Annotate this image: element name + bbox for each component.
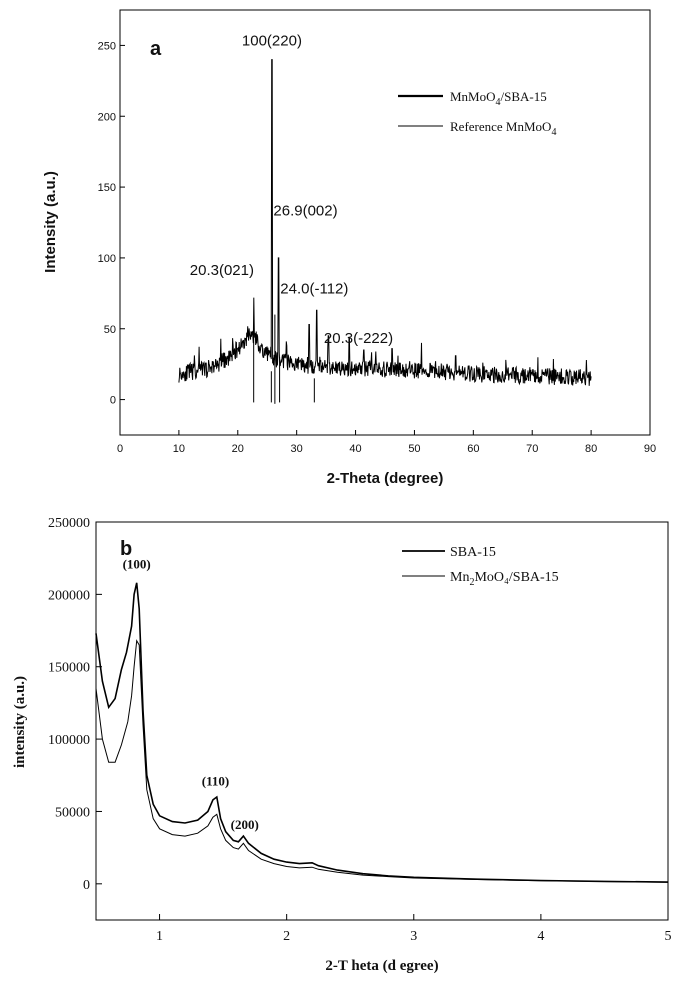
panel-b-x-tick-label: 1: [156, 929, 163, 944]
panel-b-x-tick-label: 4: [537, 929, 544, 944]
panel-a-y-tick-label: 0: [110, 395, 116, 407]
panel-b-chart: b 12345050000100000150000200000250000 (1…: [12, 516, 672, 974]
panel-a-peak-annotation: 100(220): [242, 32, 302, 49]
panel-b-x-tick-label: 3: [410, 929, 417, 944]
panel-b-y-tick-label: 0: [83, 878, 90, 893]
panel-b-peak-annotation: (200): [231, 817, 259, 832]
panel-a-y-tick-label: 250: [98, 40, 116, 52]
panel-b-peak-annotation: (100): [123, 556, 151, 571]
panel-a-peak-annotation: 20.3(021): [190, 262, 254, 279]
panel-a-x-tick-label: 90: [644, 443, 656, 455]
panel-b-y-tick-label: 200000: [48, 588, 90, 603]
panel-a-chart: a 0 10 20 30 40 50 60 70 80 90 0 50 100 150 200 250 100…: [42, 10, 656, 487]
panel-a-x-tick-label: 10: [173, 443, 185, 455]
panel-b-peak-annotation: (110): [202, 773, 229, 788]
panel-a-y-axis-title: Intensity (a.u.): [42, 171, 59, 273]
panel-a-x-tick-label: 30: [291, 443, 303, 455]
panel-a-y-tick-label: 100: [98, 253, 116, 265]
legend-label-b0: SBA-15: [450, 545, 496, 560]
panel-b-x-axis-title: 2-T heta (d egree): [325, 958, 438, 974]
panel-b-x-tick-label: 2: [283, 929, 290, 944]
panel-a-y-tick-label: 150: [98, 182, 116, 194]
panel-a-x-tick-label: 80: [585, 443, 597, 455]
panel-a-x-tick-label: 0: [117, 443, 123, 455]
panel-b-y-tick-label: 250000: [48, 516, 90, 531]
panel-a-x-axis-title: 2-Theta (degree): [327, 470, 444, 487]
panel-b-plot-frame: [96, 522, 668, 920]
panel-b-x-tick-label: 5: [665, 929, 672, 944]
panel-a-x-tick-label: 40: [349, 443, 361, 455]
panel-a-x-tick-label: 70: [526, 443, 538, 455]
panel-a-y-tick-label: 50: [104, 324, 116, 336]
panel-b-y-tick-label: 150000: [48, 661, 90, 676]
panel-a-x-tick-label: 50: [408, 443, 420, 455]
panel-b-y-tick-label: 100000: [48, 733, 90, 748]
panel-b-y-tick-label: 50000: [55, 805, 90, 820]
panel-a-peak-annotation: 24.0(-112): [280, 280, 348, 297]
panel-a-x-tick-label: 60: [467, 443, 479, 455]
panel-a-x-tick-label: 20: [232, 443, 244, 455]
panel-b-y-axis-title: intensity (a.u.): [12, 676, 28, 768]
panel-a-peak-annotation: 26.9(002): [273, 202, 337, 219]
panel-a-label: a: [150, 38, 162, 60]
panel-a-y-tick-label: 200: [98, 111, 116, 123]
panel-a-peak-annotation: 20.3(-222): [324, 330, 393, 347]
